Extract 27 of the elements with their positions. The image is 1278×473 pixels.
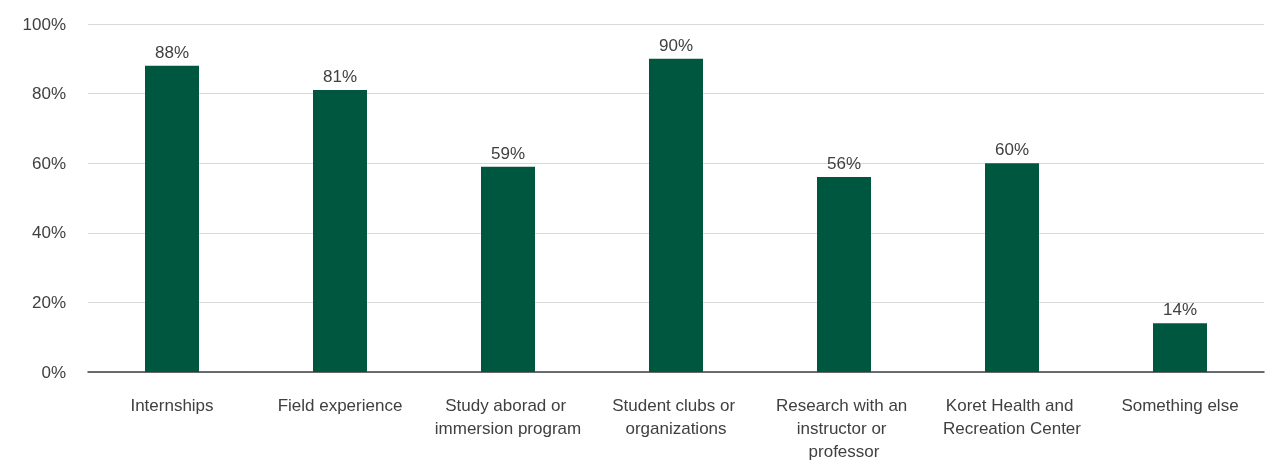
bar xyxy=(1153,323,1207,372)
data-label: 60% xyxy=(994,140,1030,160)
x-tick-label: Research with an instructor or professor xyxy=(775,396,913,461)
bar xyxy=(313,90,367,372)
y-tick-label: 100% xyxy=(22,14,66,34)
x-tick-label: Something else xyxy=(1121,396,1239,415)
x-tick-label: Field experience xyxy=(277,396,403,415)
y-tick-label: 40% xyxy=(31,223,66,243)
bar xyxy=(481,166,535,372)
data-label: 90% xyxy=(658,35,694,55)
bar xyxy=(649,58,703,372)
bar xyxy=(817,177,871,372)
bar xyxy=(985,163,1039,372)
data-label: 59% xyxy=(490,143,526,163)
data-label: 56% xyxy=(826,154,862,174)
y-tick-label: 60% xyxy=(31,153,66,173)
y-tick-label: 0% xyxy=(41,362,66,382)
y-tick-label: 20% xyxy=(31,292,66,312)
x-tick-label: Koret Health and Recreation Center xyxy=(943,396,1082,438)
data-label: 88% xyxy=(154,42,190,62)
data-label: 14% xyxy=(1162,300,1198,320)
x-tick-label: Internships xyxy=(130,396,214,415)
x-tick-label: Study aborad or immersion program xyxy=(434,396,582,438)
data-label: 81% xyxy=(322,67,358,87)
x-tick-label: Student clubs or organizations xyxy=(612,396,740,438)
y-tick-label: 80% xyxy=(31,84,66,104)
bar xyxy=(145,65,199,372)
